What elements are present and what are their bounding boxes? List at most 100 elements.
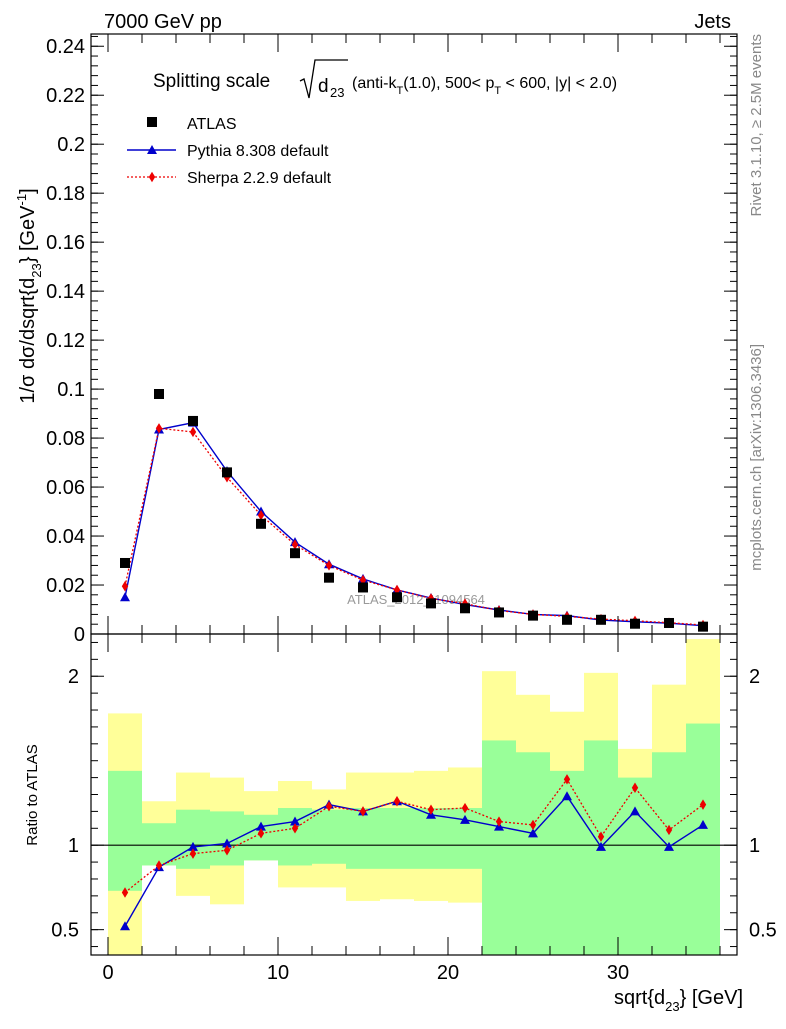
band-inner-bin [380,808,414,869]
band-inner-bin [618,777,652,955]
atlas-point [324,572,334,583]
ratio-pythia-point [630,806,640,816]
legend-label-atlas: ATLAS [187,116,237,133]
ratio-sherpa-point [393,796,401,807]
title-sqrt-sub: 23 [330,85,344,100]
band-inner-bin [652,752,686,955]
legend-label-pythia: Pythia 8.308 default [187,143,329,160]
atlas-point [596,614,606,625]
axes: 0 0.02 0.04 0.06 0.08 0.1 0.12 0.14 0.16 0.18 0.2 0… [46,34,777,984]
band-inner-bin [210,811,244,866]
atlas-point [562,614,572,625]
chart-title: Splitting scale d 23 (anti-kT(1.0), 500<… [153,59,617,100]
sherpa-point [325,560,333,571]
sherpa-point [189,426,197,438]
ratio-pythia-point [460,814,470,824]
atlas-point [256,518,266,529]
ratio-tick-label-right: 1 [749,835,760,857]
x-tick-label: 20 [437,962,459,984]
x-axis-label-sub: 23 [665,999,679,1014]
y-axis-label-tail: ] [17,188,39,194]
title-prefix: Splitting scale [153,71,270,92]
title-suffix-1-sub: T [396,85,403,97]
title-suffix-3: < 600, |y| < 2.0) [501,75,617,92]
ratio-sherpa-point [359,806,367,817]
band-inner-bin [550,770,584,955]
ratio-sherpa-point [257,828,265,839]
x-tick-label: 0 [102,962,113,984]
ratio-tick-label-left: 2 [68,666,79,688]
y-tick-label: 0.12 [46,330,85,352]
ratio-sherpa-point [155,860,163,871]
y-tick-label: 0.02 [46,575,85,597]
main-plot-marks [120,389,708,632]
atlas-point [528,610,538,621]
band-inner-bin [142,823,176,866]
header-right: Jets [694,11,731,33]
ratio-pythia-point [290,816,300,826]
y-tick-label: 0.16 [46,232,85,254]
title-suffix-2: (1.0), 500< p [403,75,494,92]
y-tick-label: 0.18 [46,183,85,205]
y-tick-label: 0.14 [46,281,85,303]
ratio-sherpa-line [124,778,704,893]
rivet-label: Rivet 3.1.10, ≥ 2.5M events [748,34,765,217]
sherpa-point [155,423,163,434]
title-sqrt-sign [299,59,348,99]
atlas-point [188,415,198,426]
ratio-sherpa-point [461,802,469,814]
ratio-bands [108,639,720,955]
x-tick-label: 30 [607,962,629,984]
legend: ATLAS Pythia 8.308 default Sherpa 2.2.9 … [127,116,332,187]
ratio-sherpa-point [223,845,231,856]
y-tick-label: 0 [74,624,85,646]
ratio-pythia-point [256,821,266,831]
title-sqrt-var: d [318,76,329,97]
ratio-sherpa-point [325,801,333,812]
atlas-point [426,598,436,609]
ratio-sherpa-point [597,831,605,842]
ratio-sherpa-point [495,816,503,827]
band-inner-bin [482,740,516,955]
svg-text:(anti-kT(1.0), 500< pT < 600,: (anti-kT(1.0), 500< pT < 600, |y| < 2.0) [352,75,617,97]
pythia-line [124,421,704,627]
ratio-sherpa-point [529,819,537,831]
svg-text:23: 23 [330,85,344,100]
y-axis-label-mid: } [GeV [17,205,39,263]
ratio-pythia-point [222,838,232,848]
band-inner-bin [346,808,380,869]
ratio-pythia-point [596,841,606,851]
ratio-sherpa-point [121,887,129,898]
x-axis-label: sqrt{d23} [GeV] [614,987,743,1014]
ratio-plot-marks [91,774,737,931]
y-tick-label: 0.2 [57,134,85,156]
ratio-pythia-point [698,819,708,829]
ratio-tick-label-right: 2 [749,666,760,688]
ratio-pythia-point [562,791,572,801]
ratio-sherpa-point [631,782,639,793]
ratio-pythia-point [120,921,130,931]
ratio-sherpa-point [189,848,197,859]
y-axis-label-main: 1/σ dσ/dsqrt{d [17,278,39,404]
sherpa-point [257,510,265,521]
atlas-point [154,389,164,399]
title-suffix-1: (anti-k [352,75,397,92]
ratio-pythia-point [664,841,674,851]
y-tick-label: 0.06 [46,477,85,499]
legend-markers [127,117,176,183]
legend-marker-sherpa [148,171,156,183]
ratio-pythia-point [188,841,198,851]
atlas-point [358,582,368,593]
band-inner-bin [312,809,346,864]
pythia-point [120,592,130,602]
ratio-y-axis-label: Ratio to ATLAS [24,744,41,845]
ratio-sherpa-point [291,823,299,834]
x-axis-label-main: sqrt{d [614,987,665,1009]
atlas-point [120,557,130,568]
ratio-pythia-point [528,828,538,838]
y-axis-label-sub: 23 [29,263,44,277]
ratio-tick-label-right: 0.5 [749,920,777,942]
mcplots-label: mcplots.cern.ch [arXiv:1306.3436] [748,344,765,571]
ratio-tick-label-left: 0.5 [51,920,79,942]
header-left: 7000 GeV pp [104,11,222,33]
